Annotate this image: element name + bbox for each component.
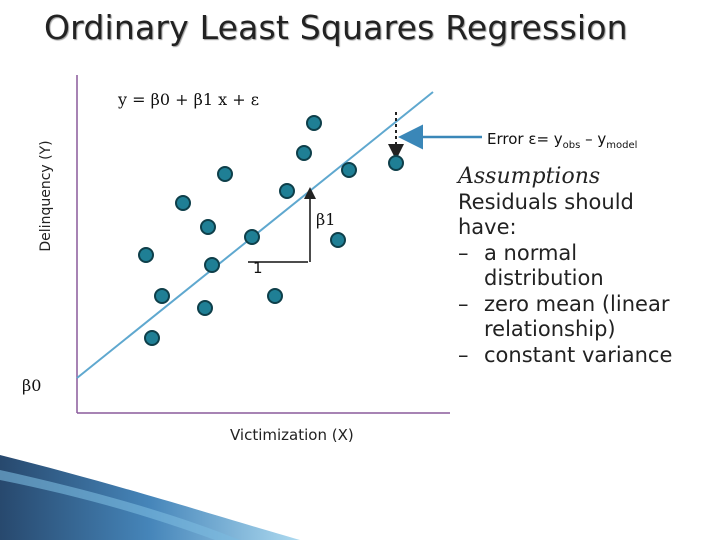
slope-run-label: 1	[253, 259, 263, 277]
data-point	[197, 300, 213, 316]
data-point	[296, 145, 312, 161]
assumption-item-text: zero mean (linear relationship)	[484, 291, 670, 342]
data-point	[138, 247, 154, 263]
error-label-prefix: Error ε= y	[487, 130, 563, 148]
intercept-label: β0	[22, 376, 42, 395]
error-label-model: model	[606, 140, 638, 151]
assumptions-intro: Residuals should have:	[458, 189, 634, 240]
data-point	[217, 166, 233, 182]
data-point	[154, 288, 170, 304]
x-axis-label: Victimization (X)	[230, 426, 354, 444]
data-point	[388, 155, 404, 171]
regression-equation: y = β0 + β1 x + ε	[118, 90, 260, 109]
data-point	[306, 115, 322, 131]
error-label-middle: – y	[580, 130, 607, 148]
assumption-item: – a normal distribution	[458, 241, 698, 292]
assumptions-box: Assumptions Residuals should have: – a no…	[458, 164, 698, 368]
assumption-item-text: constant variance	[484, 342, 673, 367]
error-label-obs: obs	[562, 140, 581, 151]
data-point	[204, 257, 220, 273]
dash-icon: –	[458, 342, 469, 367]
corner-decoration	[0, 455, 300, 540]
assumption-item: – constant variance	[458, 343, 698, 369]
assumption-item-text: a normal distribution	[484, 240, 604, 291]
dash-icon: –	[458, 291, 469, 316]
data-point	[267, 288, 283, 304]
data-point	[244, 229, 260, 245]
assumptions-heading: Assumptions	[458, 164, 601, 189]
corner-decoration-stripe	[0, 470, 240, 540]
data-point	[330, 232, 346, 248]
assumption-item: – zero mean (linear relationship)	[458, 292, 698, 343]
error-label: Error ε= yobs – ymodel	[487, 130, 637, 151]
dash-icon: –	[458, 240, 469, 265]
data-point	[341, 162, 357, 178]
slope-rise-label: β1	[316, 210, 336, 229]
page-title: Ordinary Least Squares Regression	[44, 8, 628, 47]
data-point	[175, 195, 191, 211]
data-point	[200, 219, 216, 235]
data-point	[279, 183, 295, 199]
data-points	[138, 115, 404, 346]
data-point	[144, 330, 160, 346]
